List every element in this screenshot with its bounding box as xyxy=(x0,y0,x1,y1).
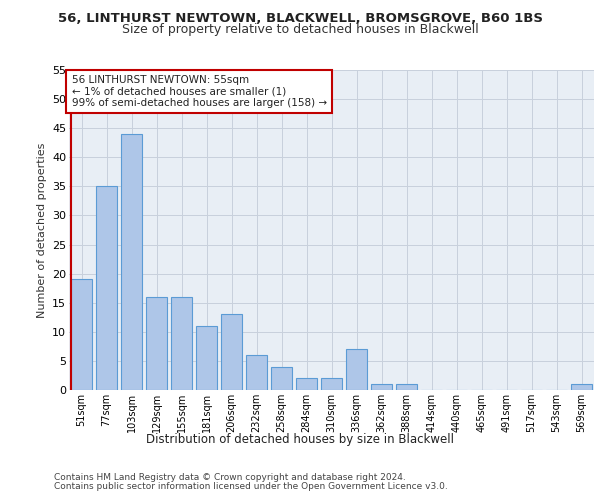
Bar xyxy=(321,378,342,390)
Bar xyxy=(396,384,417,390)
Bar xyxy=(221,314,242,390)
Bar xyxy=(146,297,167,390)
Bar xyxy=(121,134,142,390)
Text: Distribution of detached houses by size in Blackwell: Distribution of detached houses by size … xyxy=(146,432,454,446)
Bar xyxy=(296,378,317,390)
Bar xyxy=(371,384,392,390)
Y-axis label: Number of detached properties: Number of detached properties xyxy=(37,142,47,318)
Bar xyxy=(96,186,117,390)
Text: 56, LINTHURST NEWTOWN, BLACKWELL, BROMSGROVE, B60 1BS: 56, LINTHURST NEWTOWN, BLACKWELL, BROMSG… xyxy=(58,12,542,26)
Bar xyxy=(271,366,292,390)
Bar xyxy=(171,297,192,390)
Bar xyxy=(571,384,592,390)
Bar xyxy=(246,355,267,390)
Text: Contains public sector information licensed under the Open Government Licence v3: Contains public sector information licen… xyxy=(54,482,448,491)
Text: 56 LINTHURST NEWTOWN: 55sqm
← 1% of detached houses are smaller (1)
99% of semi-: 56 LINTHURST NEWTOWN: 55sqm ← 1% of deta… xyxy=(71,75,327,108)
Bar xyxy=(346,350,367,390)
Bar xyxy=(71,280,92,390)
Text: Contains HM Land Registry data © Crown copyright and database right 2024.: Contains HM Land Registry data © Crown c… xyxy=(54,472,406,482)
Text: Size of property relative to detached houses in Blackwell: Size of property relative to detached ho… xyxy=(122,24,478,36)
Bar xyxy=(196,326,217,390)
